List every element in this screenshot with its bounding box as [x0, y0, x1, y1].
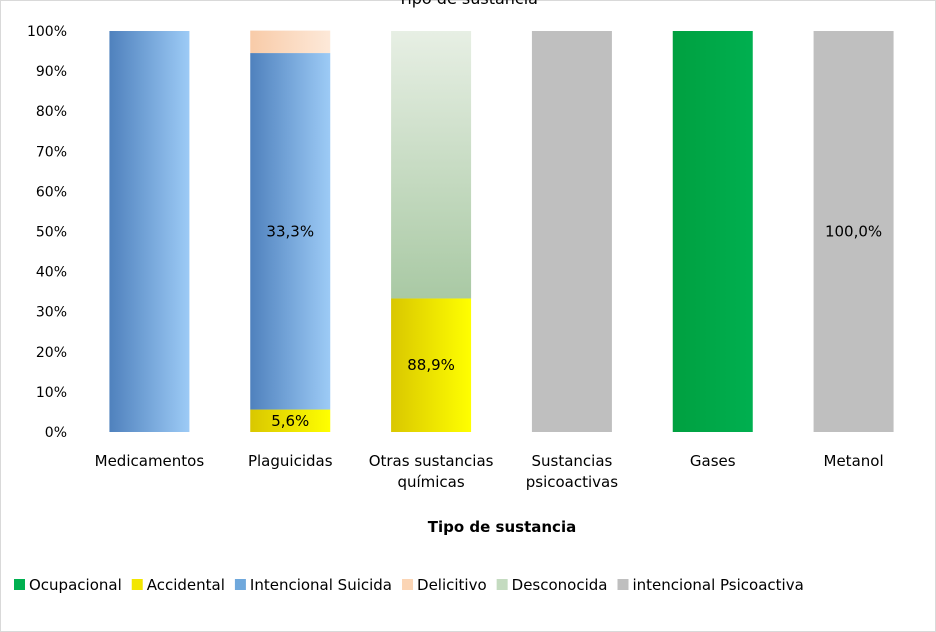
- bar-stack-medicamentos: [109, 31, 190, 432]
- legend-swatch: [617, 579, 629, 590]
- x-tick-label: químicas: [397, 473, 464, 491]
- bar-segment-accidental: [250, 409, 331, 432]
- data-label: 100,0%: [825, 223, 882, 241]
- data-label: 88,9%: [407, 356, 455, 374]
- bar-stack-sustancias-psicoactivas: [531, 31, 612, 432]
- x-tick-label: Medicamentos: [95, 452, 205, 470]
- legend-swatch: [131, 579, 143, 590]
- x-tick-label: Plaguicidas: [248, 452, 333, 470]
- legend-swatch: [402, 579, 414, 590]
- bar-segment-accidental: [391, 298, 472, 432]
- y-tick-label: 40%: [36, 265, 67, 281]
- legend-swatch: [234, 579, 246, 590]
- legend-item-intencional-suicida: Intencional Suicida: [234, 576, 392, 594]
- legend-label: Ocupacional: [29, 576, 122, 594]
- data-label: 33,3%: [266, 222, 314, 240]
- legend-label: Delicitivo: [417, 576, 487, 594]
- legend-item-delicitivo: Delicitivo: [402, 576, 487, 594]
- legend-item-intencional-psicoactiva: intencional Psicoactiva: [617, 576, 804, 594]
- x-tick-label: Metanol: [824, 452, 884, 470]
- y-tick-label: 20%: [36, 345, 67, 361]
- data-label: 5,6%: [271, 412, 309, 430]
- legend-swatch: [496, 579, 508, 590]
- bar-segment-delicitivo: [250, 30, 331, 54]
- y-tick-label: 80%: [36, 104, 67, 120]
- bar-segment-ocupacional: [672, 31, 753, 432]
- x-axis: Medicamentos Plaguicidas Otras sustancias q…: [95, 452, 884, 491]
- y-axis: 0% 10% 20% 30% 40% 50% 60% 70% 80% 90% 100%: [27, 24, 67, 441]
- bar-segment-intencional-psicoactiva: [531, 31, 612, 432]
- legend-item-ocupacional: Ocupacional: [14, 576, 122, 594]
- bar-stack-otras-sustancias-quimicas: 88,9%: [391, 31, 472, 432]
- x-axis-title: Tipo de sustancia: [428, 518, 576, 536]
- y-tick-label: 70%: [36, 144, 67, 160]
- y-tick-label: 90%: [36, 64, 67, 80]
- x-tick-label: Gases: [690, 452, 736, 470]
- legend-label: Intencional Suicida: [250, 576, 392, 594]
- x-tick-label: psicoactivas: [526, 473, 618, 491]
- y-tick-label: 30%: [36, 305, 67, 321]
- legend-item-desconocida: Desconocida: [496, 576, 608, 594]
- bar-stack-gases: [672, 31, 753, 432]
- bars: 5,6% 33,3% 88,9% 100,0%: [109, 30, 894, 432]
- legend-label: Desconocida: [512, 576, 608, 594]
- x-tick-label: Sustancias: [531, 452, 612, 470]
- legend-label: intencional Psicoactiva: [633, 576, 804, 594]
- chart-title: Tipo de sustancia: [397, 0, 538, 8]
- legend-item-accidental: Accidental: [131, 576, 225, 594]
- y-tick-label: 100%: [27, 24, 67, 40]
- y-tick-label: 60%: [36, 184, 67, 200]
- bar-segment-desconocida: [391, 31, 472, 299]
- y-tick-label: 50%: [36, 225, 67, 241]
- bar-segment-intencional-psicoactiva: [813, 31, 894, 432]
- bar-segment-intencional-suicida: [109, 31, 190, 432]
- bar-stack-metanol: 100,0%: [813, 31, 894, 432]
- y-tick-label: 10%: [36, 385, 67, 401]
- x-tick-label: Otras sustancias: [369, 452, 494, 470]
- legend: Ocupacional Accidental Intencional Suicida…: [14, 576, 804, 594]
- bar-stack-plaguicidas: 5,6% 33,3%: [250, 30, 331, 432]
- bar-segment-intencional-suicida: [250, 53, 331, 410]
- legend-label: Accidental: [147, 576, 225, 594]
- legend-swatch: [14, 579, 25, 590]
- y-tick-label: 0%: [45, 425, 67, 441]
